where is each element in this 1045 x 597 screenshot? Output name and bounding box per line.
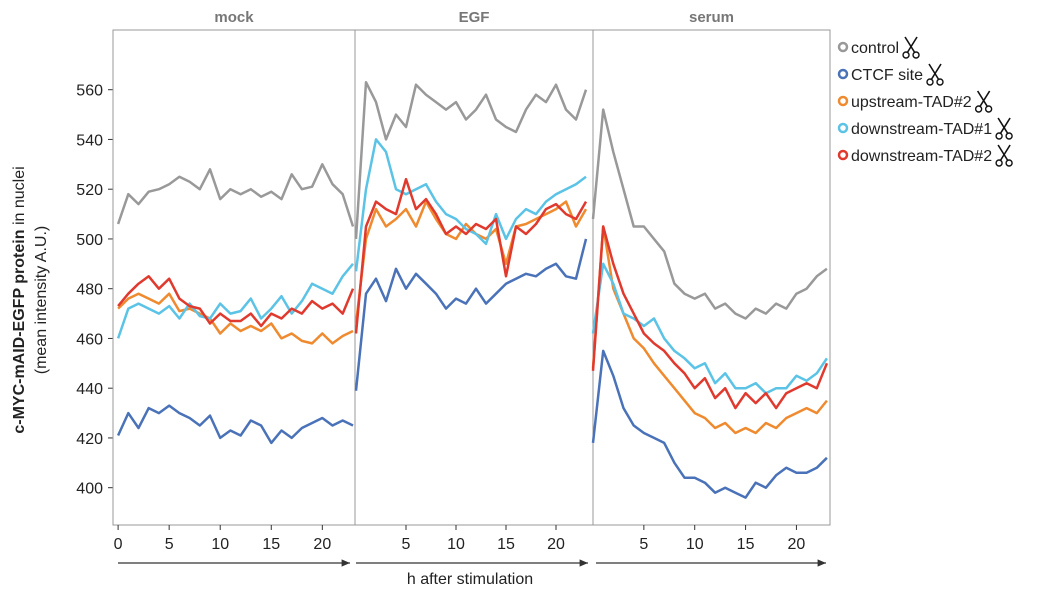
- y-axis-sublabel: (mean intensity A.U.): [33, 226, 50, 375]
- panel-title: EGF: [459, 9, 490, 26]
- scissors-blade: [997, 117, 1009, 135]
- scissors-handle: [902, 51, 910, 59]
- x-tick-label: 10: [211, 536, 229, 553]
- legend-marker: [837, 122, 849, 134]
- scissors-handle: [1005, 132, 1013, 140]
- series-line: [591, 108, 828, 320]
- scissors-blade: [904, 36, 916, 54]
- scissors-handle: [995, 159, 1003, 167]
- y-label-rest: in nuclei: [11, 166, 28, 229]
- scissors-blade: [997, 144, 1009, 162]
- legend-label: downstream-TAD#2: [851, 148, 992, 165]
- panel-frame: [592, 29, 831, 526]
- y-tick-label: 440: [76, 381, 103, 398]
- x-tick-label: 20: [788, 536, 806, 553]
- x-tick-label: 10: [686, 536, 704, 553]
- y-tick-label: 460: [76, 331, 103, 348]
- scissors-icon: [995, 144, 1013, 167]
- series-line: [354, 177, 588, 334]
- scissors-handle: [926, 78, 934, 86]
- scissors-blade: [978, 90, 991, 108]
- scissors-blade: [930, 63, 942, 81]
- x-tick-label: 5: [165, 536, 174, 553]
- legend-label: upstream-TAD#2: [851, 94, 972, 111]
- series-line: [591, 225, 829, 410]
- scissors-icon: [995, 117, 1013, 140]
- y-tick-label: 500: [76, 232, 103, 249]
- y-tick-label: 520: [76, 182, 103, 199]
- scissors-handle: [912, 51, 920, 59]
- scissors-blade: [976, 90, 989, 108]
- scissors-handle: [974, 105, 983, 113]
- legend-label: CTCF site: [851, 67, 923, 84]
- scissors-icon: [902, 36, 920, 59]
- y-tick-label: 400: [76, 481, 103, 498]
- series-line: [354, 238, 588, 391]
- legend-label: downstream-TAD#1: [851, 121, 992, 138]
- series-line: [116, 163, 355, 227]
- scissors-handle: [1005, 159, 1013, 167]
- scissors-blade: [906, 36, 918, 54]
- scissors-blade: [999, 117, 1011, 135]
- scissors-blade: [928, 63, 940, 81]
- series-line: [116, 404, 354, 445]
- x-tick-label: 20: [547, 536, 565, 553]
- panel-frame: [354, 29, 594, 526]
- scissors-blade: [999, 144, 1011, 162]
- x-axis-label: h after stimulation: [407, 571, 533, 588]
- series-line: [354, 80, 588, 239]
- x-tick-label: 10: [447, 536, 465, 553]
- series-line: [117, 275, 355, 328]
- x-tick-label: 0: [114, 536, 123, 553]
- series-line: [354, 200, 588, 324]
- x-tick-label: 15: [737, 536, 755, 553]
- scissors-handle: [984, 105, 993, 113]
- scissors-icon: [974, 90, 993, 113]
- x-tick-label: 5: [402, 536, 411, 553]
- series-line: [116, 263, 354, 339]
- panel-title: mock: [214, 9, 254, 26]
- legend-marker: [837, 95, 849, 107]
- y-label-bold: c-MYC-mAID-EGFP protein: [11, 230, 28, 434]
- x-tick-label: 15: [262, 536, 280, 553]
- y-tick-label: 420: [76, 431, 103, 448]
- legend-marker: [837, 68, 849, 80]
- scissors-handle: [936, 78, 944, 86]
- x-tick-label: 15: [497, 536, 515, 553]
- y-tick-label: 540: [76, 132, 103, 149]
- series-line: [591, 262, 828, 395]
- series-line: [117, 292, 354, 345]
- series-line: [354, 138, 587, 272]
- panel-title: serum: [689, 9, 734, 26]
- scissors-handle: [995, 132, 1003, 140]
- series-line: [591, 225, 828, 435]
- y-tick-label: 560: [76, 83, 103, 100]
- series-line: [591, 349, 828, 499]
- y-tick-label: 480: [76, 282, 103, 299]
- legend-marker: [837, 41, 849, 53]
- scissors-icon: [926, 63, 944, 86]
- legend-label: control: [851, 40, 899, 57]
- x-tick-label: 5: [639, 536, 648, 553]
- y-axis-label: c-MYC-mAID-EGFP protein in nuclei: [11, 166, 28, 433]
- x-tick-label: 20: [313, 536, 331, 553]
- legend-marker: [837, 149, 849, 161]
